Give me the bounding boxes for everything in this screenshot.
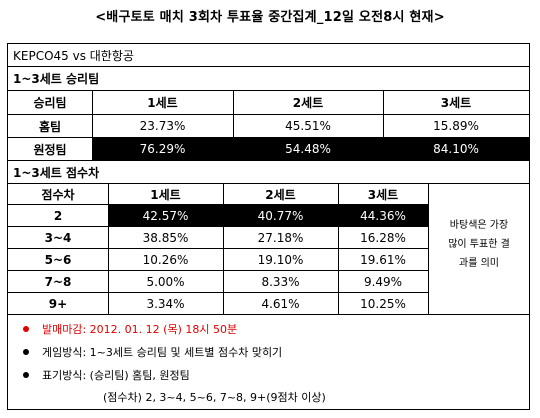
win-cell: 23.73% [139,119,186,133]
deadline-text: 발매마감: 2012. 01. 12 (목) 18시 50분 [42,323,238,336]
score-cell: 9.49% [363,274,403,289]
game-method-row: 게임방식: 1~3세트 승리팀 및 세트별 점수차 맞히기 [8,341,529,363]
win-section-title: 1~3세트 승리팀 [13,72,100,86]
note-line: 바탕색은 가장 [449,220,509,231]
score-header-set3: 3세트 [367,187,399,202]
notation-row: 표기방식: (승리팀) 홈팀, 원정팀 [8,364,529,386]
win-header-set1: 1세트 [147,96,178,110]
score-cell: 38.85% [142,230,189,245]
results-table: KEPCO45 vs 대한항공 1~3세트 승리팀 승리팀 1세트 2세트 3세… [7,43,530,410]
win-header-row: 승리팀 1세트 2세트 3세트 [8,91,529,114]
score-section-title-row: 1~3세트 점수차 [8,161,529,183]
score-cell: 8.33% [261,274,300,289]
page-title: <배구토토 매치 3회차 투표율 중간집계_12일 오전8시 현재> [95,10,445,25]
win-row-label: 원정팀 [33,142,67,157]
win-header-set3: 3세트 [440,96,472,110]
score-row-3-4: 3~4 38.85% 27.18% 16.28% [8,227,428,248]
win-cell: 15.89% [433,119,479,133]
score-cell-highlight: 40.77% [223,205,338,226]
score-row-9-plus: 9+ 3.34% 4.61% 10.25% [8,293,428,314]
score-cell: 16.28% [360,230,406,245]
win-cell: 45.51% [285,119,331,133]
bullet-icon [23,326,29,332]
score-header-row: 점수차 1세트 2세트 3세트 [8,184,529,204]
score-row-2: 2 42.57% 40.77% 44.36% [8,205,428,226]
highlight-note: 바탕색은 가장 많이 투표한 결 과를 의미 [429,216,529,273]
score-row-5-6: 5~6 10.26% 19.10% 19.61% [8,249,428,270]
score-cell: 10.26% [142,252,189,267]
score-header-label: 점수차 [41,187,75,202]
score-row-label: 7~8 [44,274,72,289]
note-line: 많이 투표한 결 [448,239,510,250]
score-cell: 5.00% [146,274,185,289]
score-row-label: 2 [53,208,63,223]
score-cell: 10.25% [360,296,406,311]
notation-sub-row: (점수차) 2, 3~4, 5~6, 7~8, 9+(9점차 이상) [8,386,529,408]
note-line: 과를 의미 [459,258,499,269]
win-row-label: 홈팀 [38,119,62,134]
match-title-row: KEPCO45 vs 대한항공 [8,44,529,66]
score-header-set1: 1세트 [150,187,181,202]
deadline-row: 발매마감: 2012. 01. 12 (목) 18시 50분 [8,318,529,340]
win-cell-highlight: 76.29% [92,138,233,160]
win-row-home: 홈팀 23.73% 45.51% 15.89% [8,115,529,137]
score-cell-highlight: 42.57% [108,205,223,226]
bullet-icon [23,372,29,378]
notation-sub-text: (점수차) 2, 3~4, 5~6, 7~8, 9+(9점차 이상) [103,391,326,404]
win-header-label: 승리팀 [33,96,67,110]
score-cell: 19.61% [360,252,406,267]
win-cell-highlight: 84.10% [383,138,529,160]
score-header-set2: 2세트 [265,187,296,202]
match-title: KEPCO45 vs 대한항공 [13,48,134,63]
game-method-text: 게임방식: 1~3세트 승리팀 및 세트별 점수차 맞히기 [42,346,283,359]
score-cell: 19.10% [257,252,304,267]
win-header-set2: 2세트 [292,96,324,110]
score-row-7-8: 7~8 5.00% 8.33% 9.49% [8,271,428,292]
score-section-title: 1~3세트 점수차 [13,165,100,180]
win-cell-highlight: 54.48% [233,138,383,160]
score-row-label: 5~6 [44,252,72,267]
win-row-away: 원정팀 76.29% 54.48% 84.10% [8,138,529,160]
score-row-label: 9+ [48,296,68,311]
score-cell: 3.34% [146,296,185,311]
win-section-title-row: 1~3세트 승리팀 [8,67,529,90]
notation-text: 표기방식: (승리팀) 홈팀, 원정팀 [42,369,190,382]
score-cell-highlight: 44.36% [338,205,428,226]
score-cell: 27.18% [257,230,304,245]
score-cell: 4.61% [261,296,300,311]
bullet-icon [23,349,29,355]
score-row-label: 3~4 [44,230,72,245]
